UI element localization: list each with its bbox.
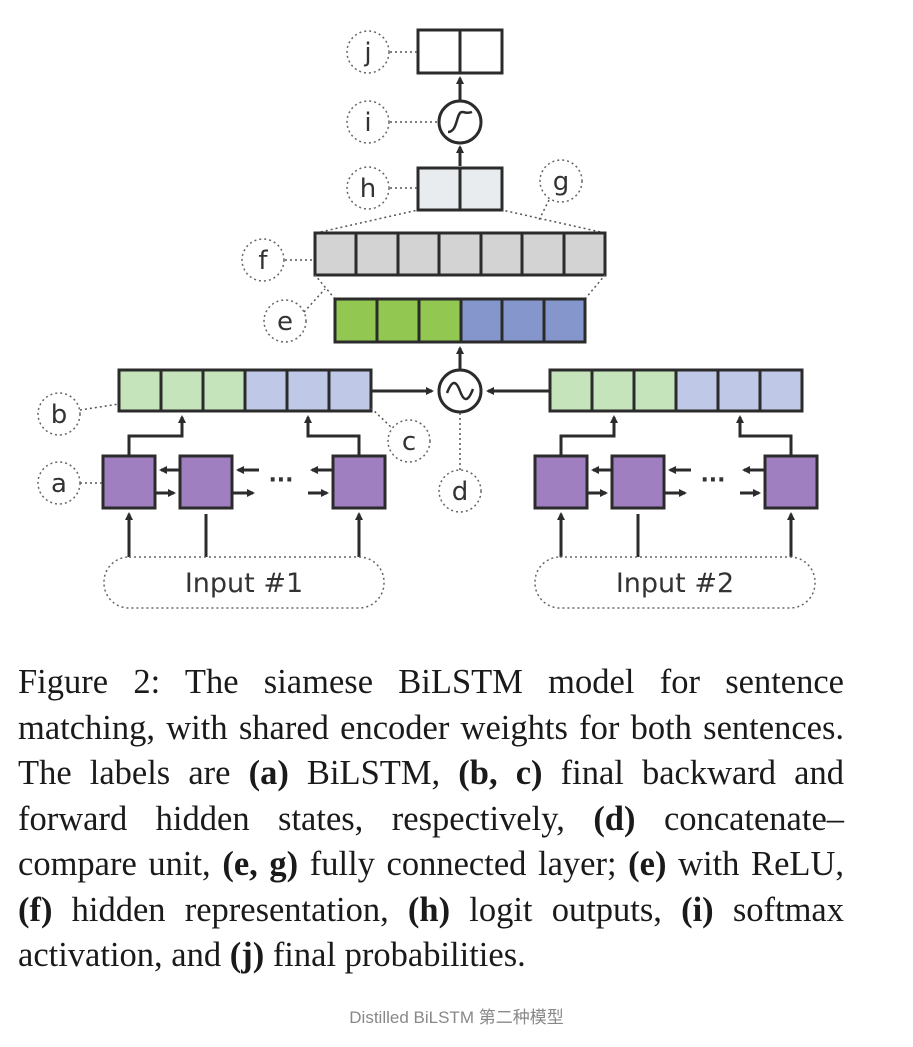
input-1-label: Input #1 — [185, 568, 303, 599]
figure-label: Figure 2: — [18, 663, 161, 701]
caption-text: fully connected layer; — [298, 845, 629, 883]
right-bilstm-cells — [533, 454, 819, 510]
svg-text:d: d — [452, 477, 469, 507]
svg-text:e: e — [277, 307, 293, 337]
caption-ref-eg: (e, g) — [222, 845, 299, 883]
caption-ref-e: (e) — [628, 845, 667, 883]
concatenate-compare-node — [437, 368, 483, 414]
caption-ref-f: (f) — [18, 890, 53, 929]
callout-i: i — [346, 100, 438, 144]
svg-text:b: b — [51, 400, 68, 430]
callout-d: d — [438, 413, 482, 513]
svg-text:i: i — [364, 108, 371, 138]
svg-text:j: j — [363, 38, 371, 68]
callout-b: b — [37, 392, 120, 436]
right-output-arrows — [559, 415, 793, 456]
footnote: Distilled BiLSTM 第二种模型 — [349, 1008, 564, 1027]
svg-text:f: f — [258, 246, 268, 276]
fc-g-connector-left — [315, 209, 419, 234]
caption-text: hidden representation, — [52, 890, 408, 929]
input-1-box: Input #1 — [103, 556, 385, 609]
svg-text:c: c — [402, 427, 416, 457]
caption-text: final probabilities. — [264, 936, 526, 974]
fc-e-connector-right — [584, 274, 606, 300]
left-output-arrows — [127, 415, 361, 456]
right-final-states — [548, 368, 804, 413]
caption-text: The siamese BiLSTM model for sentence ma… — [18, 663, 844, 792]
callout-a: a — [37, 461, 103, 505]
right-recurrent-arrows — [587, 466, 765, 497]
callout-c: c — [370, 407, 431, 463]
left-input-arrows — [125, 512, 363, 557]
svg-text:g: g — [553, 167, 570, 197]
caption-ref-bc: (b, c) — [458, 754, 543, 792]
callout-f: f — [241, 238, 315, 282]
hidden-representation-layer — [313, 231, 607, 277]
relu-fc-layer — [333, 297, 587, 344]
final-probabilities-layer — [416, 28, 504, 75]
fc-g-connector-right — [501, 209, 606, 234]
softmax-activation-node — [437, 99, 483, 145]
caption-text: BiLSTM, — [288, 754, 459, 792]
logit-outputs-layer — [416, 166, 504, 212]
input-2-box: Input #2 — [534, 556, 816, 609]
input-2-label: Input #2 — [616, 568, 734, 599]
svg-text:h: h — [360, 174, 376, 204]
left-bilstm-cells — [101, 454, 387, 510]
callout-e: e — [263, 288, 326, 343]
svg-text:a: a — [51, 469, 67, 499]
caption-text: final backward and forward hidden states… — [18, 754, 844, 838]
caption-ref-i: (i) — [681, 890, 714, 929]
caption-ref-j: (j) — [229, 936, 265, 974]
caption-text: logit out­puts, — [450, 890, 682, 929]
siamese-bilstm-diagram: ··· ··· Input #1 Input #2 — [37, 28, 819, 609]
left-final-states — [117, 368, 373, 413]
callout-g: g — [537, 159, 583, 223]
caption-ref-h: (h) — [407, 890, 451, 929]
figure-caption: Figure 2: The siamese BiLSTM model for s… — [18, 660, 844, 979]
right-input-arrows — [557, 512, 795, 557]
caption-ref-a: (a) — [248, 754, 289, 792]
caption-text: concatenate–compare unit, — [18, 799, 845, 884]
callout-h: h — [346, 166, 418, 210]
caption-ref-d: (d) — [593, 799, 636, 838]
left-recurrent-arrows — [155, 466, 333, 497]
callout-j: j — [346, 30, 418, 74]
caption-text: with ReLU, — [666, 845, 844, 883]
fc-e-connector-left — [314, 274, 336, 300]
caption-text: softmax activation, and — [18, 890, 844, 975]
left-ellipsis: ··· — [268, 468, 293, 493]
right-ellipsis: ··· — [700, 468, 725, 493]
